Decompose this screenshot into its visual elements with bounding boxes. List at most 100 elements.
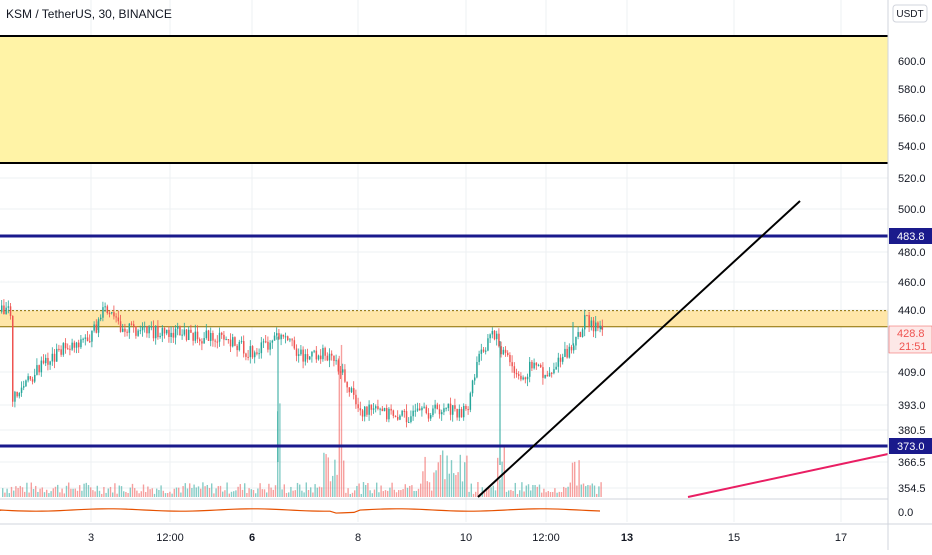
volume-bar [314, 484, 316, 497]
candle [12, 315, 14, 407]
volume-bar [536, 486, 538, 497]
volume-bar [411, 485, 413, 497]
volume-bar [426, 481, 428, 497]
candle [84, 334, 87, 346]
volume-bar [147, 486, 149, 497]
time-axis[interactable]: 3 12:00 6 8 10 12:00 13 15 17 [0, 523, 932, 544]
candle [315, 346, 318, 363]
volume-bar [459, 454, 461, 497]
volume-bar [109, 486, 112, 497]
volume-bar [523, 491, 525, 497]
volume-bar [228, 493, 230, 497]
candle [137, 328, 139, 337]
volume-bar [250, 489, 252, 497]
volume-bar [202, 482, 204, 497]
candle [491, 327, 494, 339]
candle [133, 320, 135, 333]
volume-bar [197, 486, 200, 497]
candlestick-series [1, 299, 604, 465]
volume-bar [472, 493, 475, 497]
candle [306, 348, 309, 363]
volume-bar [37, 491, 39, 497]
volume-bar [525, 485, 527, 497]
volume-bar [129, 487, 131, 497]
candle [425, 404, 428, 415]
candle [69, 345, 71, 356]
candle [526, 373, 529, 387]
volume-bar [470, 483, 472, 497]
volume-bar [158, 489, 160, 497]
volume-bar [281, 489, 283, 497]
volume-bar [332, 475, 334, 497]
volume-bar [558, 491, 560, 497]
candle [49, 360, 51, 370]
volume-bar [246, 492, 248, 497]
candle [509, 352, 511, 367]
candle [333, 355, 335, 367]
candle [577, 326, 579, 340]
volume-bar [582, 483, 585, 497]
candle [328, 348, 331, 368]
volume-bar [329, 481, 332, 497]
volume-bar [417, 488, 420, 497]
volume-bar [65, 485, 68, 497]
volume-bar [543, 488, 545, 497]
volume-bar [591, 483, 593, 497]
volume-bar [200, 488, 202, 497]
volume-bar [255, 493, 257, 497]
volume-bar [270, 487, 272, 497]
candle [524, 376, 527, 384]
candle [463, 403, 465, 421]
volume-bar [424, 456, 426, 497]
volume-bars [2, 344, 602, 497]
candle [372, 403, 375, 414]
supply-zone[interactable] [0, 35, 888, 164]
volume-bar [19, 485, 21, 497]
candle [40, 356, 43, 377]
candle [531, 359, 533, 371]
volume-bar [43, 492, 46, 497]
currency-label[interactable]: USDT [892, 4, 928, 23]
volume-bar [61, 488, 63, 497]
ascending-trendline[interactable] [477, 200, 801, 498]
candle [47, 352, 49, 371]
candle [124, 323, 126, 337]
candle [421, 406, 423, 417]
candle [243, 335, 245, 358]
candle [427, 408, 430, 422]
volume-bar [534, 485, 536, 497]
volume-bar [567, 486, 569, 497]
candle [130, 321, 133, 326]
candle [511, 355, 513, 373]
volume-bar [545, 492, 547, 497]
volume-bar [578, 460, 580, 497]
candle [240, 336, 243, 344]
price-axis[interactable]: USDT 600.0 580.0 560.0 540.0 520.0 500.0 480.0 4… [887, 0, 932, 550]
volume-bar [76, 490, 79, 497]
candle [82, 337, 84, 343]
volume-bar [10, 486, 13, 497]
volume-bar [347, 488, 349, 497]
volume-bar [164, 493, 167, 497]
volume-bar [380, 485, 382, 497]
candle [27, 373, 29, 383]
time-tick-label: 12:00 [532, 532, 560, 544]
candle [157, 320, 159, 340]
candle [291, 338, 293, 347]
candle [537, 363, 540, 367]
volume-bar [2, 488, 4, 497]
candle [467, 406, 469, 415]
candle [78, 339, 80, 353]
volume-bar [321, 487, 323, 497]
volume-bar [90, 487, 92, 497]
price-tick-label: 600.0 [898, 56, 926, 68]
time-tick-label: 15 [728, 532, 740, 544]
oscillator-tick-label: 0.0 [898, 507, 913, 519]
volume-bar [538, 484, 541, 497]
pink-ray[interactable] [687, 453, 889, 498]
candle [1, 299, 3, 314]
resistance-zone[interactable] [0, 310, 888, 328]
volume-bar [114, 483, 116, 497]
candle [104, 302, 106, 312]
